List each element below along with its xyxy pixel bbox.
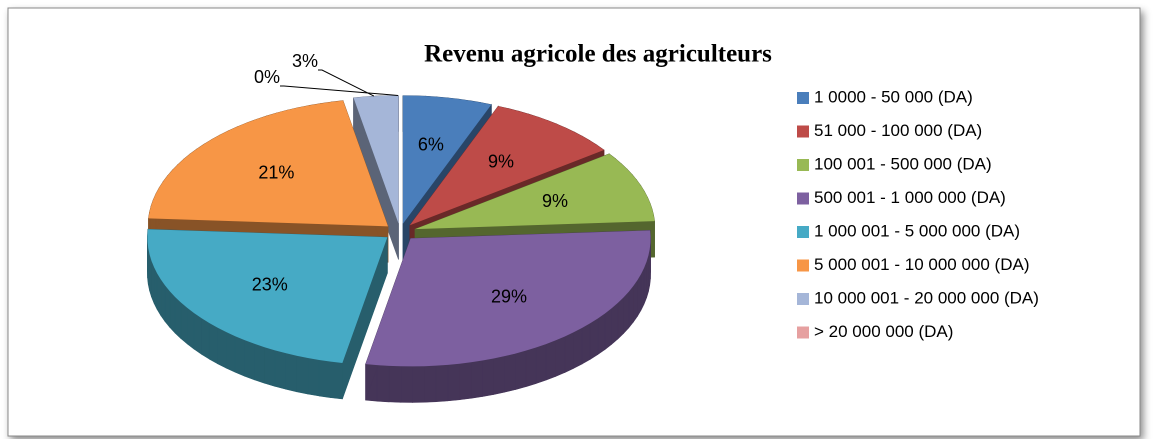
slice-side bbox=[471, 361, 482, 399]
slice-side bbox=[170, 291, 175, 333]
slice-side bbox=[194, 313, 201, 354]
legend-swatch bbox=[797, 226, 809, 238]
slice-side bbox=[275, 350, 286, 389]
slice-side bbox=[612, 303, 618, 344]
slice-side bbox=[201, 318, 209, 359]
slice-side bbox=[574, 328, 582, 368]
slice-side bbox=[494, 356, 505, 394]
slice-side bbox=[389, 366, 401, 402]
legend-swatch bbox=[797, 193, 809, 205]
legend-swatch bbox=[797, 126, 809, 138]
slice-side bbox=[526, 348, 536, 387]
slice-side bbox=[565, 332, 574, 372]
slice-side bbox=[226, 332, 235, 372]
slice-side bbox=[235, 336, 244, 376]
data-label: 23% bbox=[252, 275, 288, 295]
legend-label: 100 001 - 500 000 (DA) bbox=[814, 154, 992, 173]
data-label: 3% bbox=[292, 51, 318, 71]
data-label: 9% bbox=[488, 151, 514, 171]
slice-side bbox=[152, 261, 155, 303]
slice-side bbox=[297, 356, 308, 394]
slice-side bbox=[460, 362, 472, 399]
slice-side bbox=[308, 358, 319, 396]
slice-side bbox=[515, 351, 526, 390]
slice-side bbox=[618, 297, 624, 339]
slice-side bbox=[582, 323, 590, 364]
slice-side bbox=[165, 285, 170, 327]
slice-side bbox=[644, 262, 646, 304]
legend-label: 1 000 001 - 5 000 000 (DA) bbox=[814, 221, 1020, 240]
legend-swatch bbox=[797, 92, 809, 104]
slice-side bbox=[633, 280, 637, 322]
slice-side bbox=[319, 360, 331, 398]
slice-side bbox=[377, 365, 389, 402]
legend-label: 51 000 - 100 000 (DA) bbox=[814, 121, 982, 140]
slice-side bbox=[286, 353, 297, 392]
legend-swatch bbox=[797, 293, 809, 305]
data-label: 0% bbox=[254, 67, 280, 87]
slice-side bbox=[536, 344, 546, 383]
slice-side bbox=[161, 279, 165, 321]
slice-side bbox=[448, 364, 460, 401]
slice-side bbox=[209, 323, 217, 364]
slice-side bbox=[245, 340, 255, 380]
slice-side bbox=[217, 328, 226, 368]
slice-side bbox=[546, 340, 556, 380]
legend-swatch bbox=[797, 159, 809, 171]
slice-side bbox=[629, 286, 634, 328]
slice-side bbox=[590, 318, 598, 359]
slice-side bbox=[413, 366, 425, 402]
slice-side bbox=[157, 273, 161, 315]
data-label: 6% bbox=[418, 134, 444, 154]
data-label: 9% bbox=[542, 191, 568, 211]
slice-side bbox=[436, 365, 448, 402]
slice-side bbox=[401, 366, 413, 402]
legend-label: 1 0000 - 50 000 (DA) bbox=[814, 87, 973, 106]
legend-label: > 20 000 000 (DA) bbox=[814, 322, 953, 341]
slice-side bbox=[265, 347, 275, 386]
legend-swatch bbox=[797, 260, 809, 272]
slice-side bbox=[154, 267, 157, 309]
slice-side bbox=[482, 358, 493, 396]
slice-side bbox=[641, 268, 644, 310]
slice-side bbox=[605, 308, 612, 349]
slice-side bbox=[505, 354, 516, 393]
legend-swatch bbox=[797, 327, 809, 339]
slice-side bbox=[331, 362, 343, 399]
data-label: 29% bbox=[491, 287, 527, 307]
slice-side bbox=[254, 344, 264, 383]
slice-side bbox=[175, 297, 181, 339]
slice-side bbox=[624, 292, 629, 334]
slice-side bbox=[556, 336, 565, 376]
chart-title: Revenu agricole des agriculteurs bbox=[424, 41, 772, 68]
legend-label: 500 001 - 1 000 000 (DA) bbox=[814, 188, 1006, 207]
slice-side bbox=[181, 303, 187, 344]
slice-side bbox=[187, 308, 194, 349]
legend-label: 5 000 001 - 10 000 000 (DA) bbox=[814, 255, 1029, 274]
slice-side bbox=[638, 274, 642, 316]
legend-label: 10 000 001 - 20 000 000 (DA) bbox=[814, 288, 1039, 307]
slice-side bbox=[598, 313, 605, 354]
slice-side bbox=[424, 366, 436, 403]
data-label: 21% bbox=[258, 163, 294, 183]
